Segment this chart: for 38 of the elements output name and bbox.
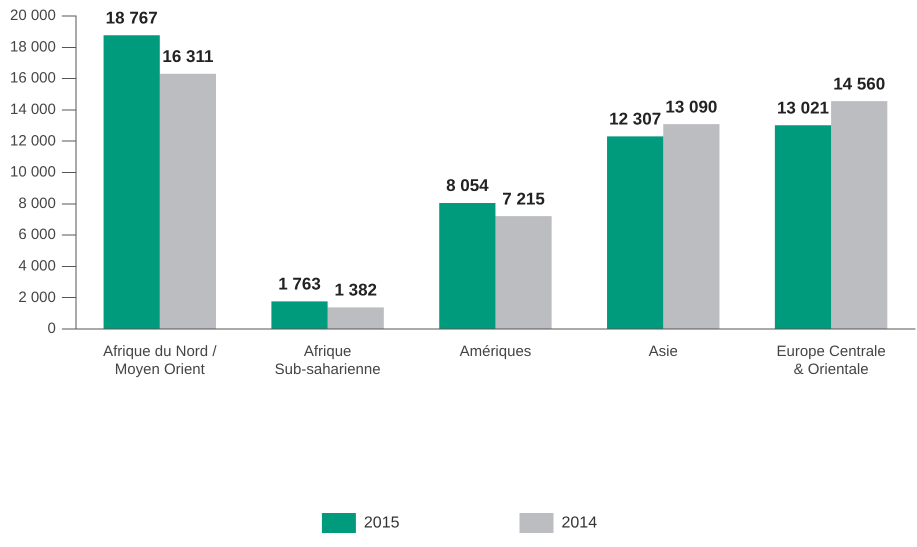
data-label: 14 560 — [833, 74, 886, 94]
data-label: 1 382 — [334, 280, 377, 300]
x-tick-label: Asie — [648, 343, 678, 360]
y-tick-label: 0 — [48, 320, 56, 338]
y-tick-label: 4 000 — [18, 258, 56, 275]
bar — [663, 124, 720, 328]
x-tick-label: Europe Centrale & Orientale — [776, 343, 886, 378]
y-tick-label: 18 000 — [10, 38, 56, 56]
y-tick-label: 10 000 — [10, 164, 56, 181]
data-label: 7 215 — [502, 189, 545, 208]
bar — [495, 216, 552, 328]
legend-label: 2014 — [562, 514, 598, 532]
y-tick-label: 16 000 — [10, 70, 56, 87]
data-label: 13 090 — [665, 97, 718, 116]
bar — [439, 202, 496, 328]
x-tick-label: Afrique du Nord / Moyen Orient — [103, 343, 218, 378]
y-tick-label: 8 000 — [18, 194, 56, 212]
data-label: 16 311 — [162, 46, 214, 66]
data-label: 13 021 — [776, 98, 829, 118]
bar — [774, 125, 832, 328]
y-tick-label: 2 000 — [18, 288, 56, 306]
data-label: 18 767 — [106, 8, 158, 28]
data-label: 8 054 — [446, 176, 490, 196]
data-label: 1 763 — [278, 274, 321, 294]
bar — [607, 136, 664, 328]
data-label: 12 307 — [609, 110, 662, 129]
bar — [328, 307, 384, 328]
bar — [831, 101, 888, 328]
x-tick-label: Amériques — [460, 343, 532, 360]
y-tick-label: 14 000 — [10, 101, 56, 118]
bar — [271, 301, 328, 328]
y-tick-label: 6 000 — [18, 226, 56, 244]
bar — [160, 74, 216, 328]
y-tick-label: 20 000 — [10, 7, 56, 24]
bar — [104, 35, 160, 328]
x-tick-label: Afrique Sub-saharienne — [274, 343, 381, 378]
legend-label: 2015 — [364, 514, 400, 532]
y-tick-label: 12 000 — [10, 132, 56, 150]
